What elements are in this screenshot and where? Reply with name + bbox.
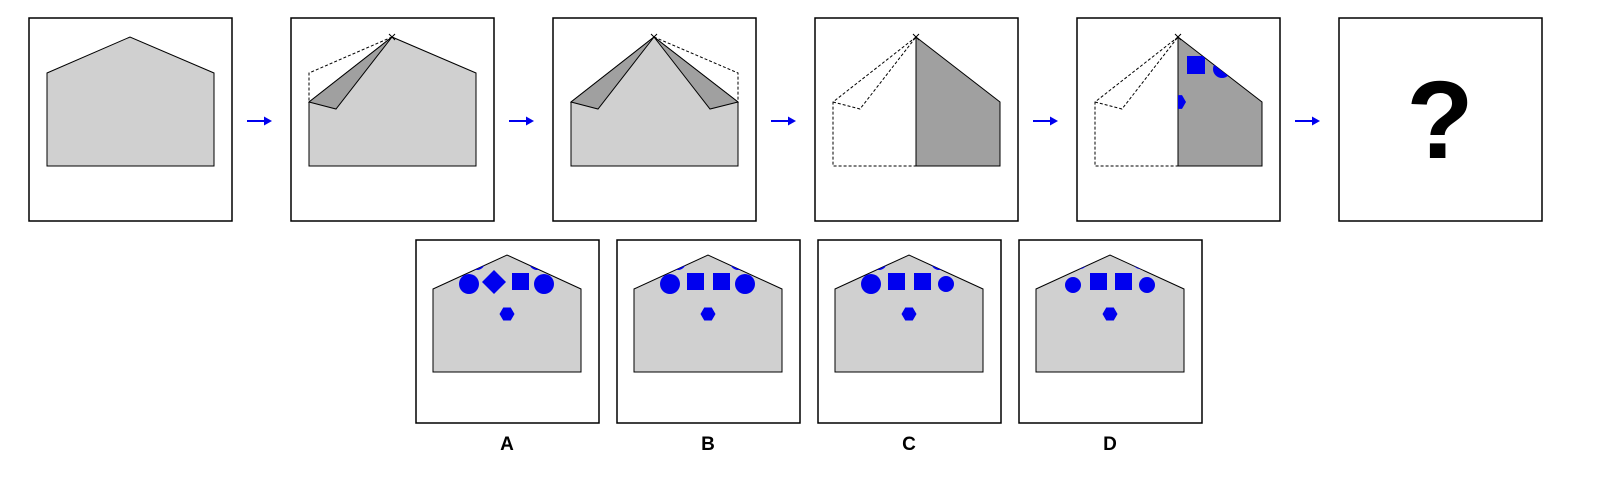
square-hole [914,273,931,290]
folded-flap [653,36,740,110]
question-mark: ? [1406,59,1473,182]
sequence-step-2 [290,17,495,222]
diamond-hole [482,270,506,294]
sequence-step-question: ? [1338,17,1543,222]
circle-hole [861,274,881,294]
hexagon-hole [1102,307,1118,321]
fold-original-outline [308,36,393,102]
circle-hole [1065,277,1081,293]
circle-hole [660,274,680,294]
fold-original-outline [653,36,739,102]
square-hole [1187,56,1205,74]
arrow-icon [1033,116,1058,126]
circle-hole [938,276,954,292]
hexagon-hole [901,307,917,321]
square-hole [1115,273,1132,290]
folded-half [915,35,1001,167]
circle-hole [459,274,479,294]
square-hole [687,273,704,290]
option-label: B [701,434,715,455]
hexagon-hole [1178,95,1186,109]
fold-point-marker [650,33,658,41]
fold-original-outline [832,36,917,110]
paper-sheet [46,36,215,167]
option-d[interactable]: D [1018,239,1203,455]
hexagon-hole [499,307,515,321]
folded-flap [569,36,655,110]
fold-original-outline [1094,36,1179,110]
folded-flap [307,36,393,110]
fold-point-marker [1174,33,1182,41]
arrow-icon [247,116,272,126]
square-hole [713,273,730,290]
square-hole [888,273,905,290]
circle-hole [735,274,755,294]
arrow-icon [509,116,534,126]
arrow-icon [771,116,796,126]
sequence-step-1 [28,17,233,222]
arrow-icon [1295,116,1320,126]
fold-point-marker [388,33,396,41]
square-hole [1090,273,1107,290]
option-c[interactable]: C [817,239,1002,455]
hexagon-hole [700,307,716,321]
option-label: D [1103,434,1117,455]
option-b[interactable]: B [616,239,801,455]
sequence-step-5 [1076,17,1281,222]
circle-hole [1139,277,1155,293]
fold-original-outline [832,36,917,167]
circle-hole [534,274,554,294]
sequence-step-4 [814,17,1019,222]
fold-original-outline [1094,36,1179,167]
option-label: C [902,434,916,455]
sequence-step-3 [552,17,757,222]
option-a[interactable]: A [415,239,600,455]
square-hole [512,273,529,290]
fold-point-marker [912,33,920,41]
option-label: A [500,434,514,455]
